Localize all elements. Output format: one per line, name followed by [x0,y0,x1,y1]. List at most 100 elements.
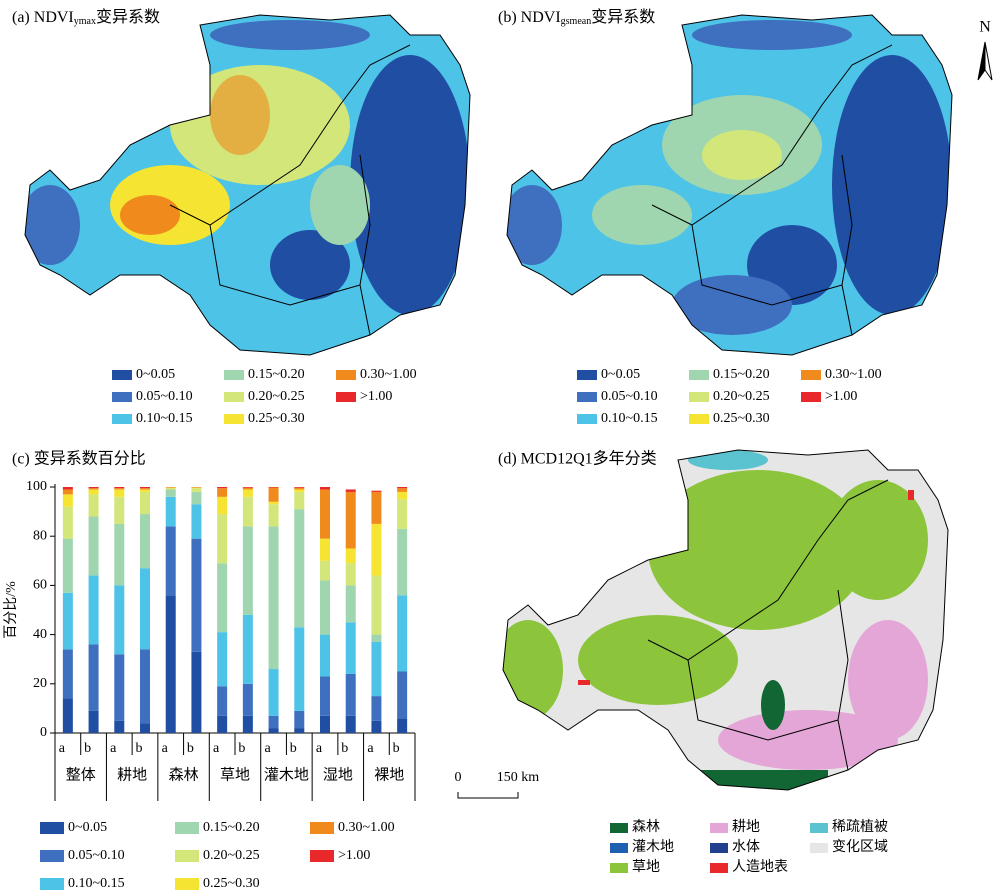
bar-segment [191,488,202,492]
legend-label: 0.30~1.00 [360,367,417,382]
bar-segment [320,715,330,733]
legend-swatch [310,822,334,834]
bar-segment [114,496,125,524]
map-b [506,14,953,356]
bar-segment [114,585,125,655]
panel-title: (a) NDVIymax变异系数 [12,8,160,28]
bar-segment [268,526,279,670]
group-label: 灌木地 [264,766,309,783]
bar-segment [345,585,356,623]
y-tick-label: 80 [33,528,47,543]
x-tick-label: a [59,741,66,756]
bar-segment [345,622,356,674]
bar-segment [345,563,356,586]
bar-segment [320,560,330,581]
legend-label: 人造地表 [732,859,788,875]
north-label: N [979,19,991,36]
legend-swatch [801,370,821,380]
bar-segment [114,654,125,721]
legend-label: 0.10~0.15 [136,411,193,426]
bar-segment [62,506,73,539]
bar-segment [294,509,305,628]
bar-segment [397,487,408,489]
bar-segment [62,487,73,490]
bar-segment [191,538,202,652]
legend-swatch [577,370,597,380]
bar-segment [320,634,330,677]
y-tick-label: 100 [26,479,47,494]
bar-segment [320,538,330,561]
bar-segment [165,526,176,596]
legend-swatch [336,392,356,402]
legend-label: >1.00 [360,389,392,404]
chart-title: (c) 变异系数百分比 [12,450,146,468]
legend-swatch [224,414,244,424]
bar-segment [114,523,125,586]
group-label: 裸地 [374,766,404,783]
scale-label: 0 [455,770,462,785]
bar-segment [217,715,228,733]
bar-segment [397,595,408,672]
x-tick-label: a [213,741,220,756]
bar-segment [268,501,279,505]
bar-segment [62,698,73,733]
legend-swatch [610,863,628,873]
legend-swatch [577,392,597,402]
bar-segment [242,683,253,716]
bar-segment [140,723,150,733]
bar-segment [242,496,253,527]
north-arrow [977,41,986,81]
legend-label: 0~0.05 [68,820,107,835]
bar-segment [88,488,99,490]
group-label: 整体 [66,766,96,783]
bar-segment [217,563,228,633]
legend-swatch [710,843,728,853]
map-d [502,449,949,791]
bar-segment [191,491,202,505]
bar-segment [114,720,125,733]
legend-label: 变化区域 [832,839,888,855]
legend-label: >1.00 [825,389,857,404]
x-tick-label: a [110,741,117,756]
legend-swatch [710,863,728,873]
x-tick-label: a [367,741,374,756]
x-tick-label: a [316,741,323,756]
legend-swatch [112,392,132,402]
bar-segment [294,487,305,488]
bar-segment [140,487,150,489]
legend-label: 0~0.05 [136,367,175,382]
legend-label: 0.30~1.00 [338,820,395,835]
legend-swatch [175,850,199,862]
legend-label: 0.20~0.25 [248,389,305,404]
legend-label: 0.20~0.25 [713,389,770,404]
x-tick-label: b [136,741,143,756]
panel-title: (b) NDVIgsmean变异系数 [498,8,655,28]
legend-swatch [810,843,828,853]
scale-label: 150 km [497,770,540,785]
x-tick-label: a [162,741,169,756]
bar-segment [242,487,253,490]
bar-segment [268,487,279,502]
bar-segment [320,489,330,539]
legend-label: 灌木地 [632,839,674,855]
bar-segment [191,487,202,489]
bar-segment [397,528,408,596]
bar-segment [371,634,382,642]
legend-swatch [610,843,628,853]
x-tick-label: b [393,741,400,756]
bar-segment [320,487,330,490]
bar-segment [165,496,176,527]
bar-segment [345,489,356,492]
legend-swatch [175,822,199,834]
bar-segment [242,489,253,497]
bar-segment [397,671,408,719]
bar-segment [294,487,305,490]
bar-segment [294,710,305,729]
legend-label: 稀疏植被 [832,819,888,835]
bar-segment [165,595,176,733]
bar-segment [345,715,356,733]
legend-label: 0.20~0.25 [203,848,260,863]
bar-segment [88,516,99,576]
bar-segment [371,523,382,576]
